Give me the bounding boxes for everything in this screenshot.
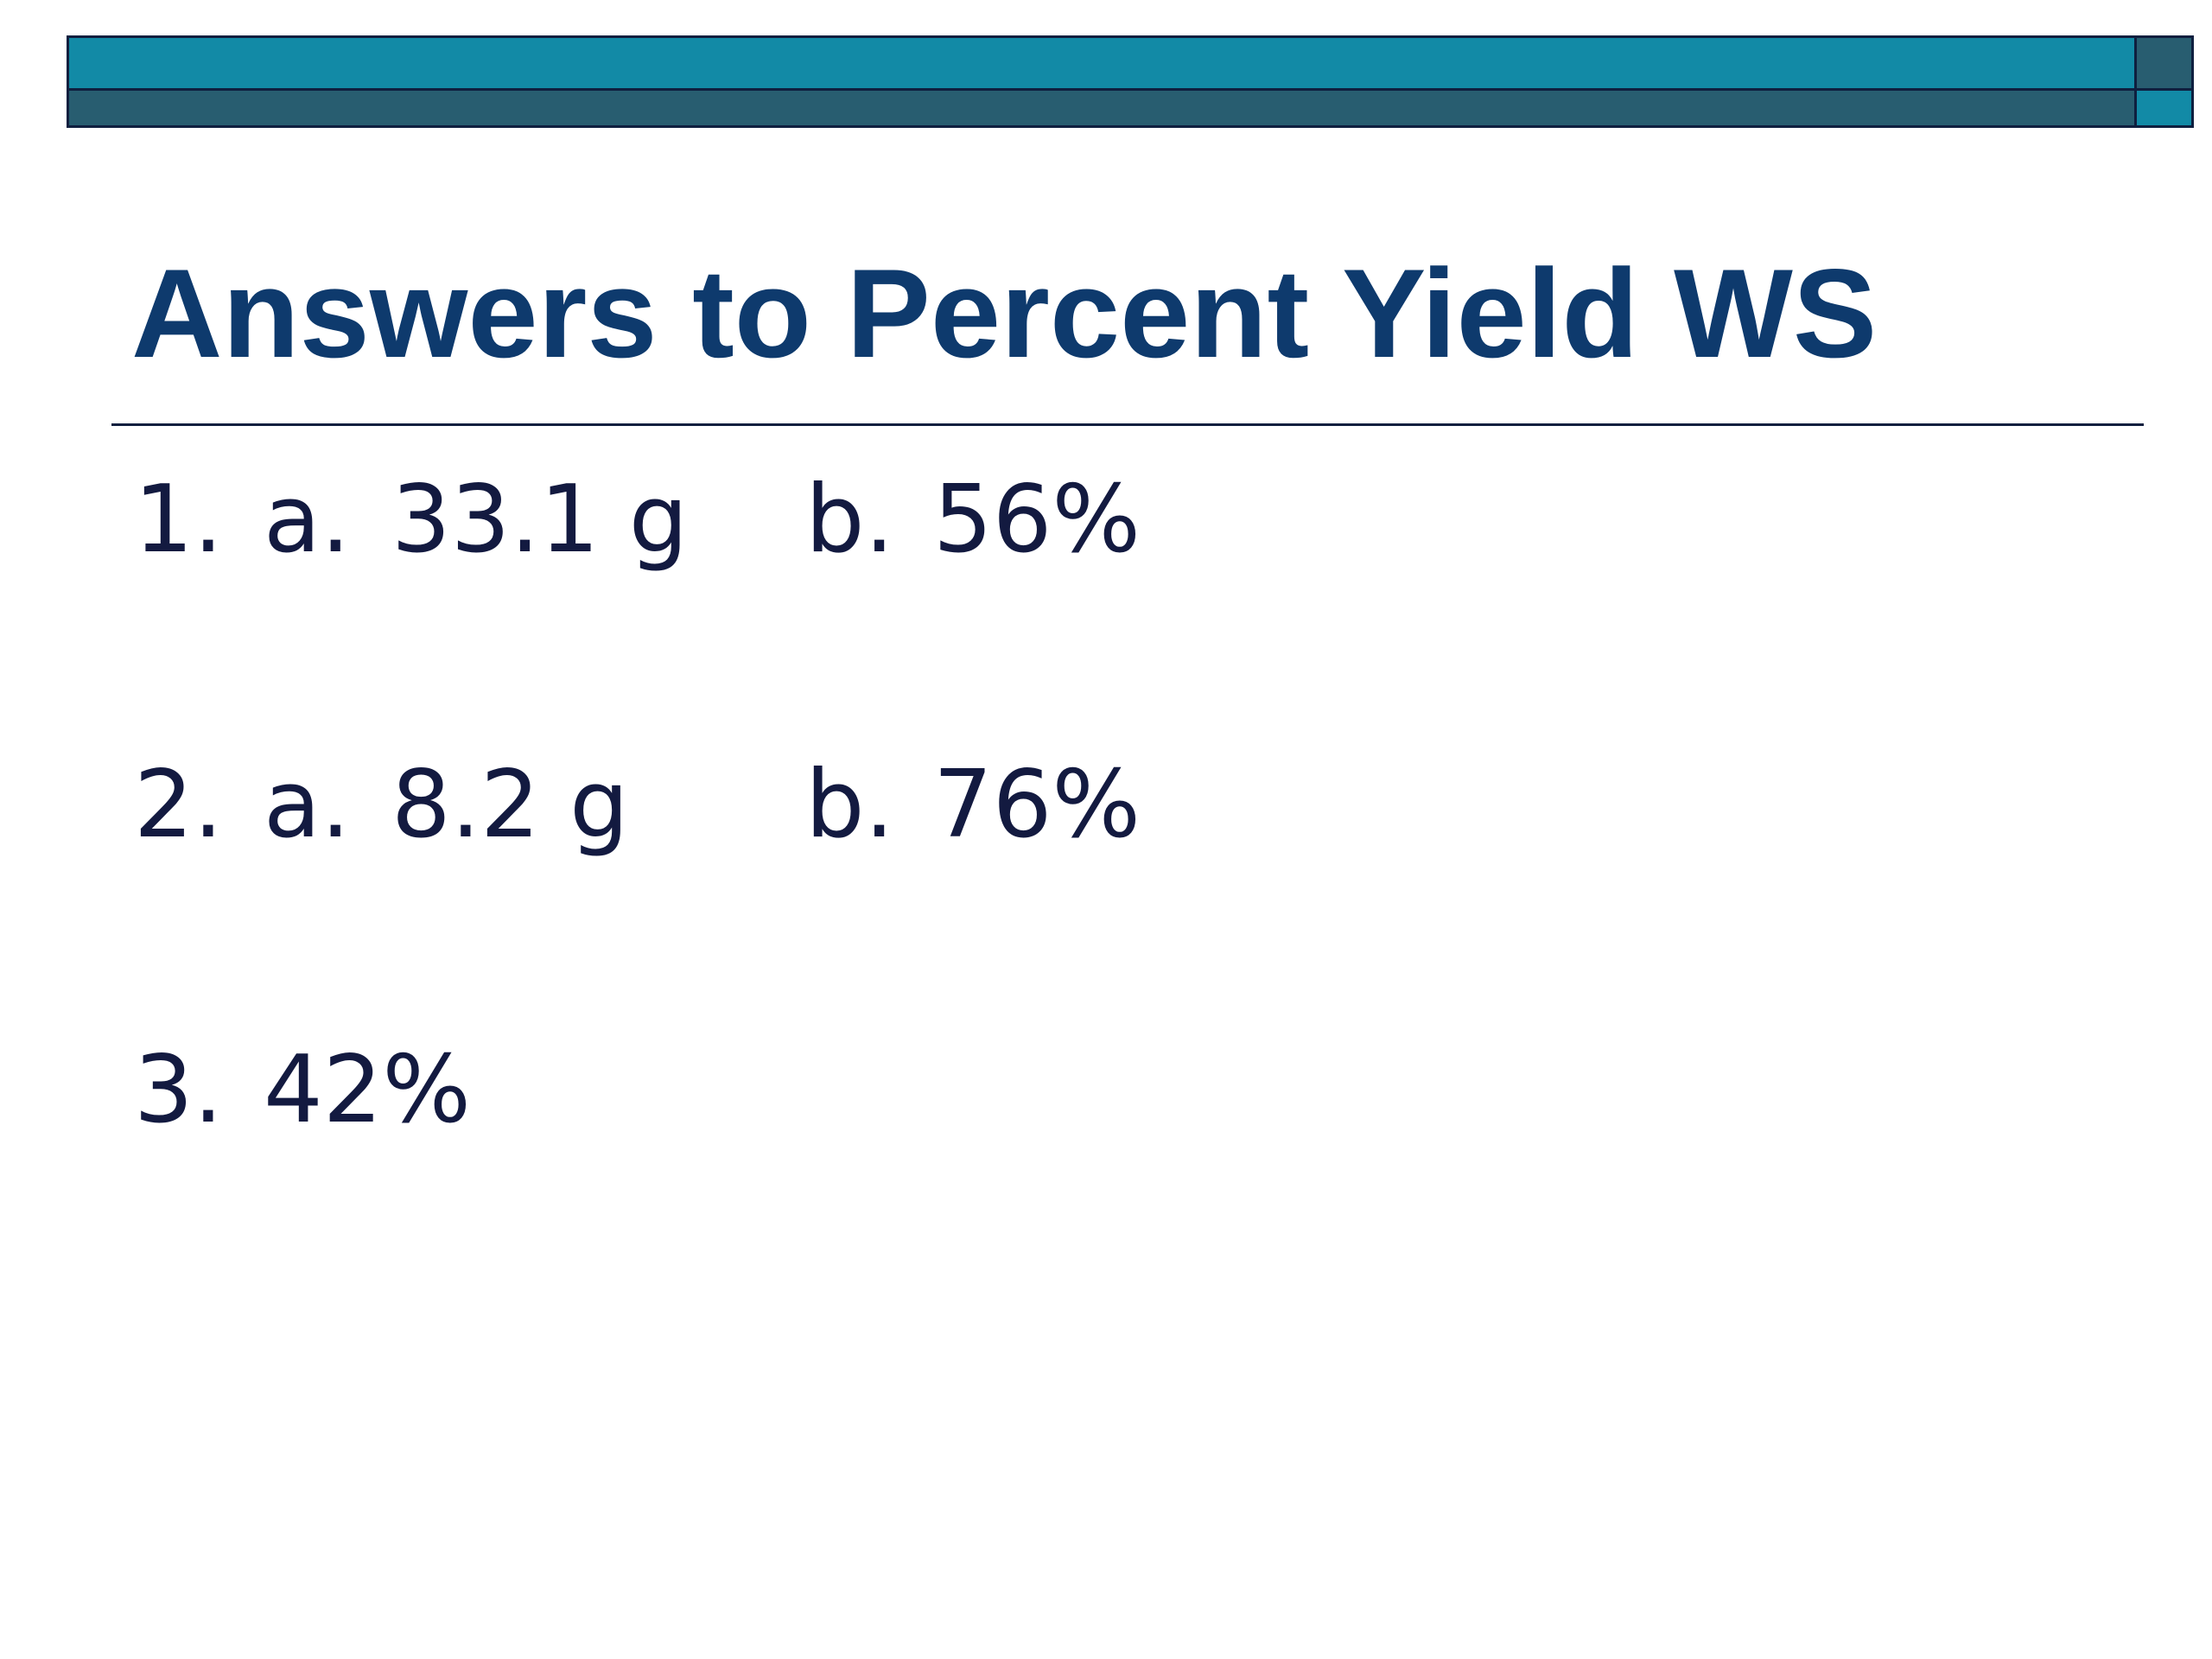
part-b-label: b. [805, 751, 894, 859]
header-bar-top [67, 35, 2137, 91]
slide-title: Answers to Percent Yield WS [131, 243, 1878, 384]
answer-number: 2. [134, 751, 224, 859]
part-b-value: 56% [933, 466, 1141, 574]
answer-value: 42% [264, 1036, 472, 1144]
part-a-label: a. [264, 751, 351, 859]
part-a-value: 33.1 g [391, 466, 689, 574]
header-square-top [2137, 35, 2194, 91]
answer-number: 1. [134, 466, 224, 574]
answer-number: 3. [134, 1036, 224, 1144]
title-divider [111, 423, 2144, 426]
part-b-value: 76% [933, 751, 1141, 859]
header-bar-bottom [67, 91, 2137, 128]
part-a-value: 8.2 g [391, 751, 629, 859]
header-square-bottom [2137, 91, 2194, 128]
part-a-label: a. [264, 466, 351, 574]
part-b-label: b. [805, 466, 894, 574]
